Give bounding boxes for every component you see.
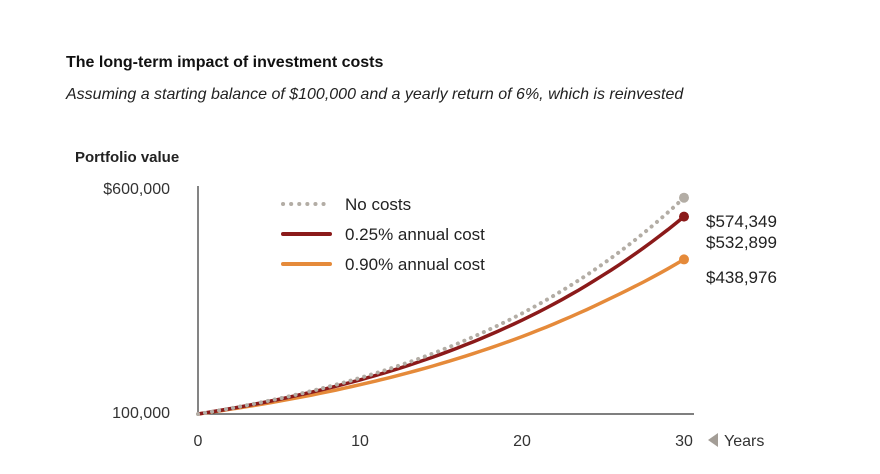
x-tick-label-10: 10 (351, 433, 369, 450)
y-axis-label: Portfolio value (75, 149, 179, 166)
legend-label-0: No costs (345, 195, 411, 214)
x-tick-label-0: 0 (194, 433, 203, 450)
series-end-point-1 (679, 211, 689, 222)
end-value-label-0: $574,349 (706, 212, 777, 231)
x-axis-label: Years (724, 433, 764, 450)
arrow-left-icon (708, 433, 718, 447)
legend-label-2: 0.90% annual cost (345, 255, 485, 274)
x-tick-label-30: 30 (675, 433, 693, 450)
series-end-point-0 (679, 192, 689, 203)
end-value-label-2: $438,976 (706, 268, 777, 287)
legend-label-1: 0.25% annual cost (345, 225, 485, 244)
end-value-label-1: $532,899 (706, 233, 777, 252)
chart-subtitle: Assuming a starting balance of $100,000 … (66, 86, 684, 103)
x-tick-label-20: 20 (513, 433, 531, 450)
y-tick-label-top: $600,000 (103, 181, 170, 198)
y-tick-label-bottom: 100,000 (112, 405, 170, 422)
chart-title: The long-term impact of investment costs (66, 54, 384, 71)
series-line-2 (196, 257, 686, 416)
series-line-1 (196, 214, 686, 416)
series-end-point-2 (679, 254, 689, 265)
